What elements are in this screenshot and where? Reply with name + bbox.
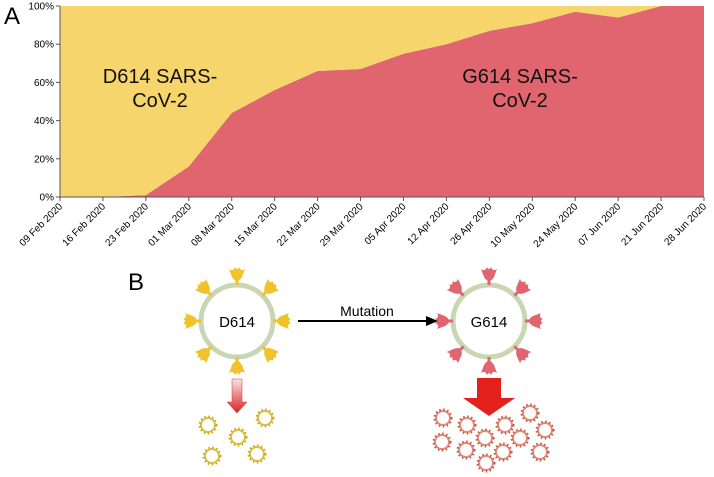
x-tick-label: 09 Feb 2020 [18, 201, 66, 249]
y-tick-label: 80% [34, 40, 54, 51]
x-tick-label: 16 Feb 2020 [61, 201, 109, 249]
x-tick-label: 23 Feb 2020 [103, 201, 151, 249]
y-tick-label: 40% [34, 116, 54, 127]
x-tick-label: 28 Jun 2020 [662, 201, 709, 248]
y-tick-label: 20% [34, 154, 54, 165]
area [60, 6, 704, 197]
x-tick-label: 01 Mar 2020 [146, 201, 194, 249]
area [60, 6, 704, 197]
small-arrow [226, 378, 248, 414]
x-tick-label: 15 Mar 2020 [232, 201, 280, 249]
y-tick-label: 100% [28, 2, 54, 13]
y-tick-label: 60% [34, 78, 54, 89]
progeny-g614 [432, 403, 555, 473]
panel-label: A [4, 3, 20, 30]
arrow-head [426, 316, 438, 326]
series-label: D614 SARS-CoV-2 [102, 66, 218, 112]
x-tick-label: 26 Apr 2020 [449, 201, 495, 247]
x-tick-label: 10 May 2020 [489, 201, 538, 250]
x-tick-label: 24 May 2020 [532, 201, 581, 250]
virus-d614 [181, 265, 293, 377]
x-tick-label: 05 Apr 2020 [363, 201, 409, 247]
x-tick-label: 12 Apr 2020 [406, 201, 452, 247]
virus-label: G614 [471, 314, 508, 331]
big-arrow [463, 378, 515, 416]
x-tick-label: 07 Jun 2020 [577, 201, 624, 248]
arrow-label: Mutation [340, 303, 394, 319]
virus-g614 [433, 265, 545, 377]
x-tick-label: 29 Mar 2020 [318, 201, 366, 249]
x-tick-label: 08 Mar 2020 [189, 201, 237, 249]
x-tick-label: 22 Mar 2020 [275, 201, 323, 249]
x-tick-label: 21 Jun 2020 [619, 201, 666, 248]
series-label: G614 SARS-CoV-2 [462, 66, 578, 112]
virus-label: D614 [219, 314, 255, 331]
y-tick-label: 0% [40, 193, 55, 204]
progeny-d614 [198, 408, 275, 466]
panel-label: B [128, 269, 144, 296]
